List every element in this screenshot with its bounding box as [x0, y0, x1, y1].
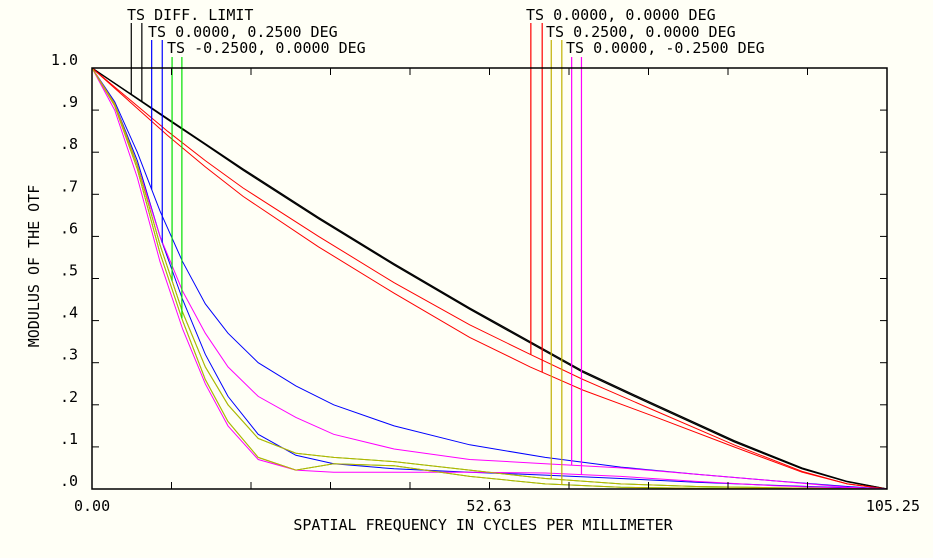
legend-label-field-0-m025: TS 0.0000, -0.2500 DEG	[566, 39, 765, 57]
mtf-curve-diff-limit-t	[91, 67, 888, 490]
y-tick-label: .6	[60, 219, 78, 237]
x-tick-label-mid: 52.63	[466, 497, 511, 515]
plot-frame	[91, 67, 888, 490]
y-axis-title: MODULUS OF THE OTF	[25, 185, 43, 348]
mtf-curve-0-2500-0-0000-s	[91, 67, 887, 490]
mtf-curve-0-2500-0-0000-t	[91, 67, 888, 490]
y-tick-label: .5	[60, 262, 78, 280]
y-tick-label: .9	[60, 93, 78, 111]
x-axis-title: SPATIAL FREQUENCY IN CYCLES PER MILLIMET…	[293, 516, 673, 534]
mtf-curve--0-2500-0-0000-t	[91, 67, 888, 490]
mtf-curve-0-0000-0-2500-s	[91, 67, 888, 490]
mtf-curve--0-2500-0-0000-s	[91, 67, 887, 490]
mtf-curve-0-0000-0-2500-t	[91, 67, 888, 490]
y-tick-labels: .0 .1 .2 .3 .4 .5 .6 .7 .8 .9 1.0	[51, 51, 78, 490]
legend-label-field-025-0: TS 0.2500, 0.0000 DEG	[546, 23, 736, 41]
x-tick-label-min: 0.00	[74, 497, 110, 515]
y-tick-label: .7	[60, 177, 78, 195]
ticks-layer	[92, 68, 887, 489]
mtf-curve-0-0000-0-2500-s	[91, 67, 888, 490]
x-tick-label-max: 105.25	[866, 497, 920, 515]
legend-label-field-m025-0: TS -0.2500, 0.0000 DEG	[167, 39, 366, 57]
y-tick-label: .2	[60, 388, 78, 406]
legend-label-field-0-025: TS 0.0000, 0.2500 DEG	[148, 23, 338, 41]
y-tick-label: .8	[60, 135, 78, 153]
mtf-curve-0-0000-0-2500-t	[91, 67, 888, 490]
curves-layer	[91, 67, 888, 490]
mtf-curve-diff-limit-s	[91, 67, 888, 490]
y-tick-label: .4	[60, 304, 78, 322]
y-tick-label: .3	[60, 346, 78, 364]
mtf-curve-0-0000-0-0000-s	[91, 67, 888, 490]
y-tick-label: .1	[60, 430, 78, 448]
legend-label-diff-limit: TS DIFF. LIMIT	[127, 6, 253, 24]
legend-markers-layer	[130, 23, 583, 485]
legend-label-field-0-0: TS 0.0000, 0.0000 DEG	[526, 6, 716, 24]
mtf-curve-0-0000-0-0000-t	[91, 67, 888, 490]
y-tick-label: 1.0	[51, 51, 78, 69]
y-tick-label: .0	[60, 472, 78, 490]
